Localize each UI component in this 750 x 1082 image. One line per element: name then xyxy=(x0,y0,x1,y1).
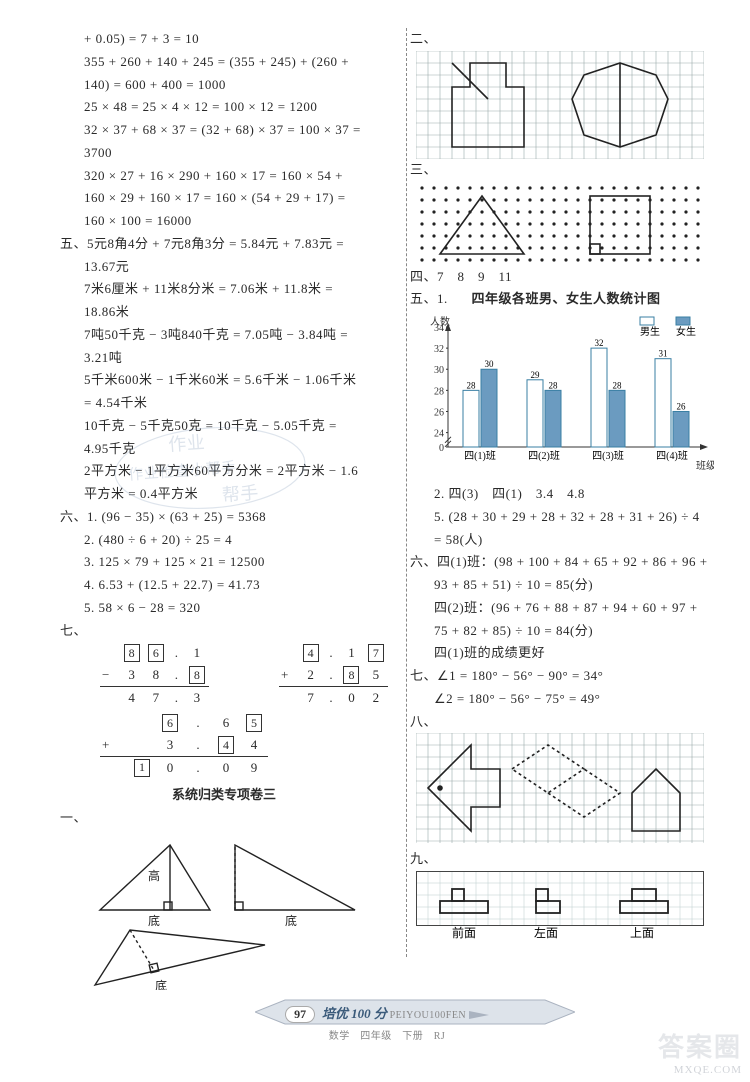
svg-text:四(2)班: 四(2)班 xyxy=(528,450,560,462)
svg-text:28: 28 xyxy=(549,380,559,390)
svg-text:24: 24 xyxy=(434,429,444,440)
page-footer: 97 培优 100 分 PEIYOU100FEN 数学 四年级 下册 RJ xyxy=(60,1001,714,1042)
section-5-right: 五、1. 四年级各班男、女生人数统计图 xyxy=(410,288,714,311)
grid-views-9-icon: 前面 左面 上面 xyxy=(416,871,704,941)
eq-line: 160 × 100 = 16000 xyxy=(60,210,388,233)
page-number: 97 xyxy=(285,1006,315,1023)
svg-text:上面: 上面 xyxy=(630,926,654,940)
eq-line: 320 × 27 + 16 × 290 + 160 × 17 = 160 × 5… xyxy=(60,165,388,188)
svg-text:29: 29 xyxy=(531,370,541,380)
svg-text:32: 32 xyxy=(595,338,604,348)
section-7-right: 七、∠1 = 180° − 56° − 90° = 34° xyxy=(410,665,714,688)
svg-text:四(3)班: 四(3)班 xyxy=(592,450,624,462)
svg-text:30: 30 xyxy=(434,365,444,376)
subsection-title: 系统归类专项卷三 xyxy=(60,784,388,803)
eq-line: 160 × 29 + 160 × 17 = 160 × (54 + 29 + 1… xyxy=(60,187,388,210)
svg-text:前面: 前面 xyxy=(452,925,476,940)
svg-text:左面: 左面 xyxy=(534,925,558,940)
eq-line: 32 × 37 + 68 × 37 = (32 + 68) × 37 = 100… xyxy=(60,119,388,142)
svg-text:男生: 男生 xyxy=(640,325,660,338)
svg-text:0: 0 xyxy=(439,443,444,454)
section-7: 七、 xyxy=(60,620,388,643)
arith-problem-3: 6.65 +3.44 10.09 xyxy=(100,712,268,778)
section-6-right: 六、四(1)班：(98 + 100 + 84 + 65 + 92 + 86 + … xyxy=(410,551,714,574)
svg-text:四(1)班: 四(1)班 xyxy=(464,450,496,462)
eq-line: 25 × 48 = 25 × 4 × 12 = 100 × 12 = 1200 xyxy=(60,96,388,119)
svg-text:底: 底 xyxy=(148,913,160,928)
svg-text:28: 28 xyxy=(613,380,623,390)
svg-text:28: 28 xyxy=(434,386,444,397)
arith-problem-1: 86.1 −38.8 47.3 xyxy=(100,642,209,708)
svg-text:四(4)班: 四(4)班 xyxy=(656,450,688,462)
svg-text:31: 31 xyxy=(659,349,668,359)
svg-text:底: 底 xyxy=(285,913,297,928)
left-column: + 0.05) = 7 + 3 = 10 355 + 260 + 140 + 2… xyxy=(60,28,388,997)
svg-text:30: 30 xyxy=(485,359,495,369)
svg-text:28: 28 xyxy=(467,380,477,390)
right-column: 二、 三、 四 xyxy=(410,28,714,997)
arithmetic-row-1: 86.1 −38.8 47.3 4.17 +2.85 7.02 xyxy=(60,642,388,712)
section-4: 四、7 8 9 11 xyxy=(410,266,714,289)
svg-text:底: 底 xyxy=(155,978,167,990)
arith-problem-2: 4.17 +2.85 7.02 xyxy=(279,642,388,708)
bar-chart: 0242628303234人数班级男生女生2830四(1)班2928四(2)班3… xyxy=(414,313,714,477)
dot-grid-figure-icon xyxy=(416,182,704,266)
svg-text:32: 32 xyxy=(434,344,444,355)
section-5-start: 五、5元8角4分 + 7元8角3分 = 5.84元 + 7.83元 = 作业 作… xyxy=(60,233,388,256)
svg-text:26: 26 xyxy=(677,401,687,411)
svg-text:女生: 女生 xyxy=(676,325,696,338)
svg-text:班级: 班级 xyxy=(696,460,714,472)
eq-line: 3700 xyxy=(60,142,388,165)
eq-line: + 0.05) = 7 + 3 = 10 xyxy=(60,28,388,51)
grid-shapes-8-icon xyxy=(416,733,704,848)
grid-shapes-figure-icon xyxy=(416,51,704,159)
triangles-figure-icon: 高 底 底 底 xyxy=(60,830,370,990)
svg-text:人数: 人数 xyxy=(430,315,450,328)
column-divider xyxy=(406,28,407,957)
svg-text:高: 高 xyxy=(148,868,160,883)
eq-line: 355 + 260 + 140 + 245 = (355 + 245) + (2… xyxy=(60,51,388,74)
eq-line: 140) = 600 + 400 = 1000 xyxy=(60,74,388,97)
section-label: 五、 xyxy=(60,233,87,256)
section-6: 六、1. (96 − 35) × (63 + 25) = 5368 xyxy=(60,506,388,529)
svg-text:26: 26 xyxy=(434,407,444,418)
